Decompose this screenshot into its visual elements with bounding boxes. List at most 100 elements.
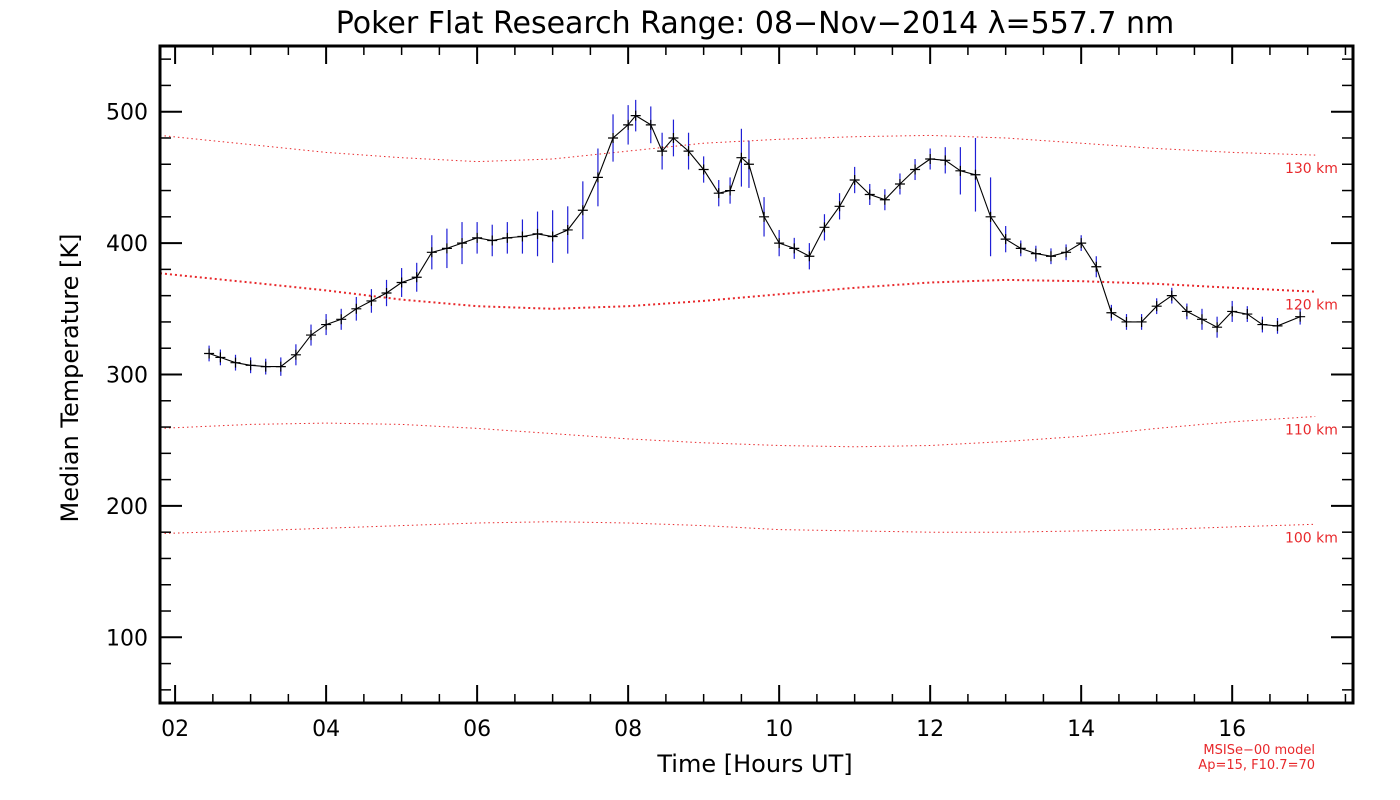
data-point [894,178,905,189]
data-point [698,164,709,175]
data-point [1000,234,1011,245]
model-curve-label: 100 km [1285,530,1338,546]
data-point [940,155,951,166]
data-point [532,228,543,239]
y-tick-label: 100 [106,626,148,651]
plot-frame [158,44,1355,705]
x-tick-label: 02 [161,717,189,742]
x-tick-label: 16 [1218,717,1246,742]
x-tick-label: 14 [1067,717,1095,742]
data-point [502,232,513,243]
data-point [1136,316,1147,327]
data-point [517,231,528,242]
data-point [321,319,332,330]
y-tick-label: 400 [106,232,148,257]
data-point [789,243,800,254]
data-point [657,146,668,157]
data-point [1061,247,1072,258]
data-point [1295,311,1306,322]
data-point [713,188,724,199]
data-point [725,185,736,196]
model-curve-label: 110 km [1285,423,1338,439]
data-point [925,154,936,165]
model-note-line-1: MSISe−00 model [1203,743,1315,758]
data-point [1030,248,1041,259]
data-point [864,189,875,200]
data-point [736,152,747,163]
y-tick-label: 200 [106,495,148,520]
x-tick-label: 08 [614,717,642,742]
data-point [743,159,754,170]
data-point [577,205,588,216]
model-curves: 130 km 120 km 110 km 100 km [159,134,1338,546]
temperature-series [204,110,1306,372]
x-tick-label: 06 [463,717,491,742]
data-point [396,277,407,288]
model-curve-label: 120 km [1285,298,1338,314]
data-point [230,357,241,368]
y-tick-label: 500 [106,101,148,126]
data-point [441,243,452,254]
y-axis-label: Median Temperature [K] [56,233,84,522]
data-point [472,232,483,243]
data-point [819,222,830,233]
data-point [804,251,815,262]
data-point [592,172,603,183]
data-point [411,272,422,283]
data-point [426,247,437,258]
data-point [1151,301,1162,312]
data-point [562,224,573,235]
data-point [623,119,634,130]
data-point [834,201,845,212]
series-line [208,114,1301,368]
data-point [1227,306,1238,317]
data-point [290,349,301,360]
data-point [970,169,981,180]
x-tick-label: 12 [916,717,944,742]
data-point [608,132,619,143]
model-curve-label: 130 km [1285,161,1338,177]
model-curve-120-km [159,272,1316,310]
data-point [683,146,694,157]
data-point [1076,238,1087,249]
y-tick-label: 300 [106,364,148,389]
x-axis-label: Time [Hours UT] [656,750,852,778]
error-bars [208,99,1301,376]
data-point [849,175,860,186]
data-point [630,110,641,121]
data-point [955,165,966,176]
x-tick-label: 04 [312,717,340,742]
data-point [351,303,362,314]
data-point [1106,307,1117,318]
data-point [336,314,347,325]
data-point [366,295,377,306]
x-axis: 02 04 06 08 10 12 14 16 [161,46,1347,742]
data-point [910,164,921,175]
data-point [1121,316,1132,327]
data-point [215,352,226,363]
data-point [1212,322,1223,333]
data-point [260,361,271,372]
data-point [381,288,392,299]
y-axis: 100 200 300 400 500 [106,58,1353,691]
chart-title: Poker Flat Research Range: 08−Nov−2014 λ… [336,6,1175,41]
data-point [487,235,498,246]
data-point [1272,320,1283,331]
model-note-line-2: Ap=15, F10.7=70 [1198,758,1315,773]
data-point [1091,261,1102,272]
plot-border [158,44,1355,705]
data-point [1166,290,1177,301]
data-point [457,238,468,249]
data-point [1045,251,1056,262]
data-point [1196,314,1207,325]
data-point [204,348,215,359]
data-point [1257,319,1268,330]
data-point [306,330,317,341]
data-point [985,211,996,222]
data-point [275,361,286,372]
x-tick-label: 10 [765,717,793,742]
data-point [1181,306,1192,317]
data-point [1015,243,1026,254]
data-point [668,132,679,143]
